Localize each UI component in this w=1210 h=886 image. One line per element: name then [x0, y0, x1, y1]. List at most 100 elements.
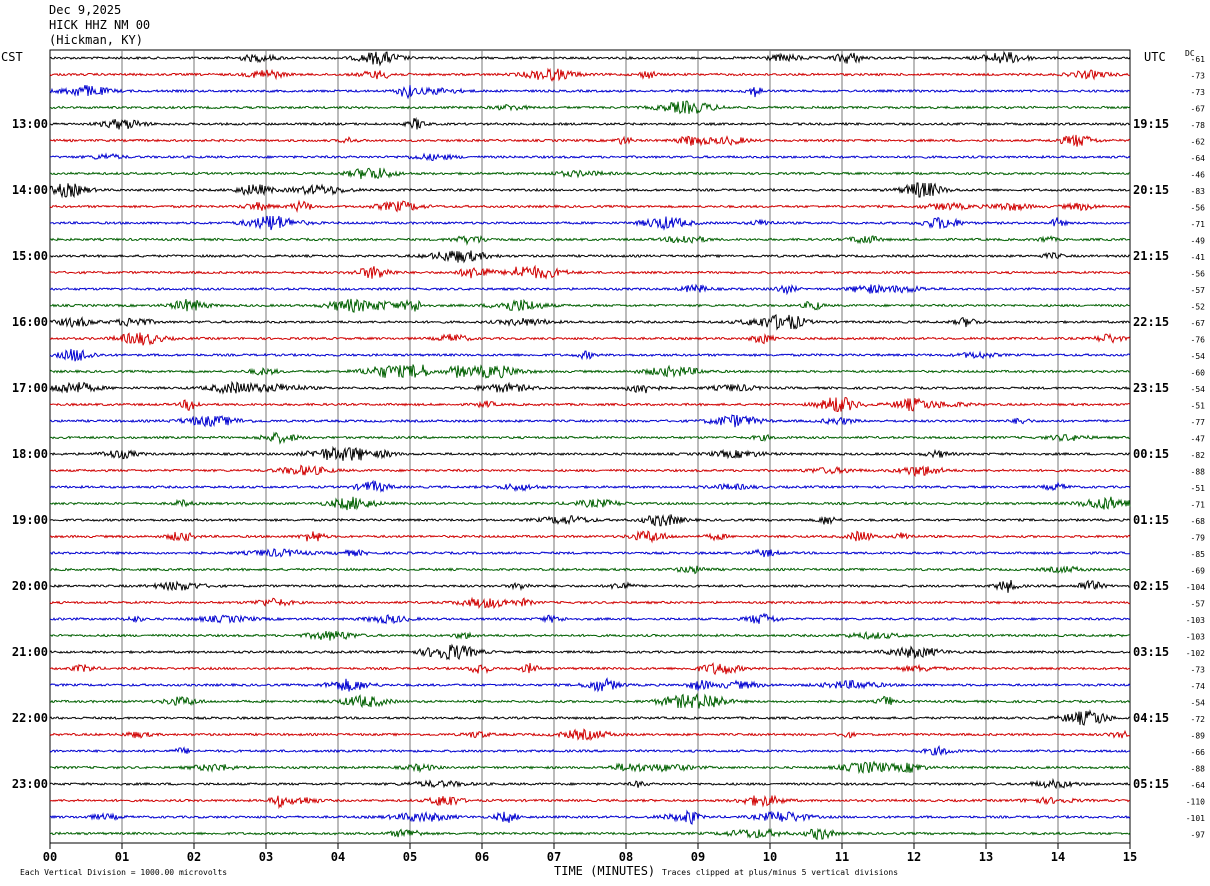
dc-offset-label: -51 — [1191, 484, 1206, 493]
dc-offset-label: -56 — [1191, 204, 1206, 213]
utc-hour-label: 04:15 — [1133, 711, 1169, 725]
dc-offset-label: -54 — [1191, 385, 1206, 394]
dc-offset-label: -89 — [1191, 732, 1206, 741]
seismic-trace — [49, 479, 1131, 493]
cst-hour-label: 21:00 — [12, 645, 48, 659]
dc-label: DC — [1185, 49, 1195, 58]
utc-hour-label: 23:15 — [1133, 381, 1169, 395]
x-tick-label: 13 — [979, 850, 993, 864]
x-axis-title: TIME (MINUTES) — [554, 864, 656, 878]
dc-offset-label: -71 — [1191, 501, 1206, 510]
x-tick-label: 05 — [403, 850, 417, 864]
dc-offset-label: -68 — [1191, 517, 1206, 526]
seismic-trace — [49, 298, 1131, 313]
seismic-trace — [49, 84, 1131, 100]
dc-offset-label: -77 — [1191, 418, 1206, 427]
x-tick-label: 14 — [1051, 850, 1065, 864]
x-tick-label: 10 — [763, 850, 777, 864]
utc-hour-label: 05:15 — [1133, 777, 1169, 791]
dc-offset-label: -64 — [1191, 154, 1206, 163]
dc-offset-label: -103 — [1186, 616, 1205, 625]
seismic-trace — [49, 809, 1131, 825]
dc-offset-label: -97 — [1191, 831, 1206, 840]
utc-hour-label: 22:15 — [1133, 315, 1169, 329]
seismic-trace — [49, 728, 1131, 742]
dc-offset-label: -82 — [1191, 451, 1206, 460]
seismic-trace — [49, 431, 1131, 445]
seismic-trace — [49, 332, 1131, 346]
seismic-trace — [49, 662, 1131, 676]
seismic-trace — [50, 250, 1131, 264]
utc-hour-label: 19:15 — [1133, 117, 1169, 131]
plot-frame — [49, 49, 1131, 844]
seismic-trace — [49, 794, 1131, 810]
dc-offset-label: -62 — [1191, 138, 1206, 147]
seismic-trace — [49, 643, 1131, 661]
seismic-trace — [49, 364, 1131, 379]
x-tick-label: 08 — [619, 850, 633, 864]
dc-offset-label: -41 — [1191, 253, 1206, 262]
dc-offset-label: -47 — [1191, 435, 1206, 444]
utc-hour-label: 03:15 — [1133, 645, 1169, 659]
seismic-trace — [49, 50, 1131, 67]
dc-offset-label: -78 — [1191, 121, 1206, 130]
dc-offset-label: -67 — [1191, 319, 1206, 328]
cst-hour-label: 23:00 — [12, 777, 48, 791]
x-tick-label: 06 — [475, 850, 489, 864]
seismic-trace — [49, 167, 1131, 180]
cst-hour-label: 15:00 — [12, 249, 48, 263]
utc-hour-label: 00:15 — [1133, 447, 1169, 461]
cst-hour-label: 14:00 — [12, 183, 48, 197]
dc-offset-label: -101 — [1186, 814, 1205, 823]
cst-hour-label: 16:00 — [12, 315, 48, 329]
cst-hour-label: 18:00 — [12, 447, 48, 461]
seismic-trace — [49, 100, 1131, 115]
location-label: (Hickman, KY) — [49, 33, 143, 47]
utc-hour-label: 01:15 — [1133, 513, 1169, 527]
dc-offset-label: -54 — [1191, 352, 1206, 361]
seismic-trace — [49, 283, 1131, 296]
dc-offset-label: -88 — [1191, 765, 1206, 774]
dc-offset-label: -83 — [1191, 187, 1206, 196]
seismic-trace — [49, 67, 1131, 82]
dc-offset-label: -54 — [1191, 699, 1206, 708]
cst-hour-label: 17:00 — [12, 381, 48, 395]
seismic-trace — [49, 380, 1131, 395]
dc-offset-label: -102 — [1186, 649, 1205, 658]
seismic-trace — [49, 199, 1131, 213]
cst-hour-label: 19:00 — [12, 513, 48, 527]
seismic-trace — [49, 709, 1131, 726]
seismic-trace — [49, 134, 1131, 147]
dc-offset-label: -73 — [1191, 72, 1206, 81]
dc-offset-label: -110 — [1186, 798, 1205, 807]
seismic-trace — [49, 348, 1131, 362]
cst-hour-label: 13:00 — [12, 117, 48, 131]
dc-offset-label: -79 — [1191, 534, 1206, 543]
x-tick-label: 00 — [43, 850, 57, 864]
x-tick-label: 01 — [115, 850, 129, 864]
seismic-trace — [50, 215, 1131, 231]
right-timezone-label: UTC — [1144, 50, 1166, 64]
seismic-trace — [49, 414, 1131, 428]
clip-note: Traces clipped at plus/minus 5 vertical … — [662, 868, 899, 877]
seismic-trace — [50, 827, 1131, 841]
seismic-trace — [49, 548, 1130, 558]
utc-hour-label: 20:15 — [1133, 183, 1169, 197]
dc-offset-label: -57 — [1191, 600, 1206, 609]
seismic-trace — [49, 745, 1131, 757]
seismic-trace — [49, 445, 1131, 461]
dc-offset-label: -103 — [1186, 633, 1205, 642]
dc-offset-label: -73 — [1191, 88, 1206, 97]
dc-offset-label: -60 — [1191, 369, 1206, 378]
left-timezone-label: CST — [1, 50, 23, 64]
dc-offset-label: -71 — [1191, 220, 1206, 229]
utc-hour-label: 21:15 — [1133, 249, 1169, 263]
scale-note: Each Vertical Division = 1000.00 microvo… — [20, 868, 228, 877]
seismic-trace — [49, 630, 1130, 641]
utc-hour-label: 02:15 — [1133, 579, 1169, 593]
seismic-trace — [49, 152, 1131, 162]
dc-offset-label: -104 — [1186, 583, 1205, 592]
seismic-trace — [49, 530, 1131, 544]
x-tick-label: 09 — [691, 850, 705, 864]
x-tick-label: 12 — [907, 850, 921, 864]
